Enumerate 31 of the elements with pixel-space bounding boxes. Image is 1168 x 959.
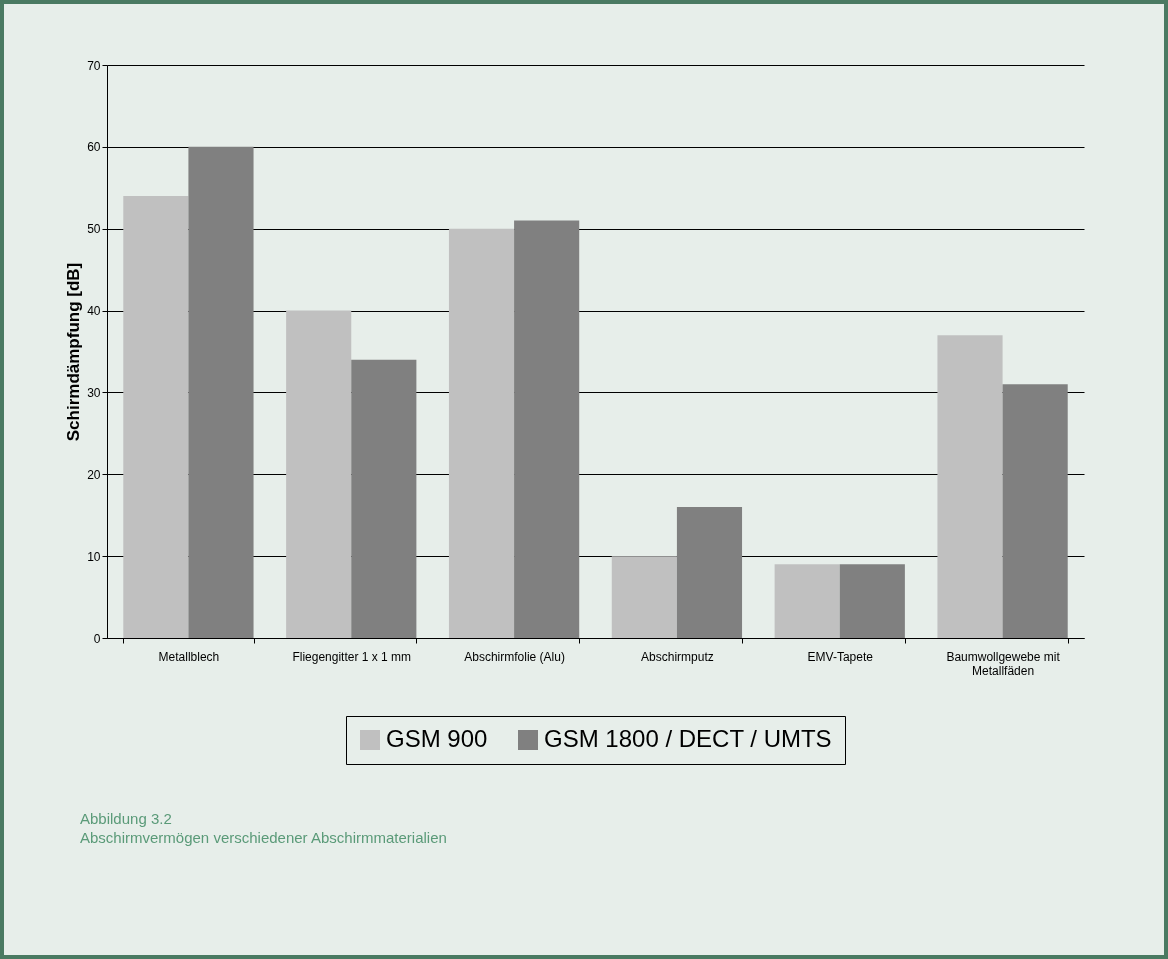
y-tick-label: 0	[93, 631, 101, 646]
y-tick-label: 40	[87, 304, 101, 319]
y-tick-label: 50	[87, 222, 101, 237]
x-tick-label: Fliegengitter 1 x 1 mm	[292, 649, 412, 664]
y-tick-label: 60	[87, 140, 101, 155]
x-tick-label: Metallblech	[158, 649, 220, 664]
x-tick-label: Abschirmputz	[641, 649, 714, 664]
bar	[774, 564, 840, 638]
bar	[448, 228, 515, 638]
bar	[839, 564, 905, 638]
bar	[286, 310, 352, 638]
y-tick-label: 20	[87, 467, 101, 482]
y-tick-label: 10	[87, 549, 101, 564]
x-tick-label: Abschirmfolie (Alu)	[464, 649, 565, 664]
bar	[676, 507, 743, 638]
text: Abschirmvermögen verschiedener Abschirmmaterialien	[80, 828, 447, 847]
text: Abbildung 3.2	[80, 809, 173, 828]
bar	[188, 146, 254, 638]
bar	[351, 359, 417, 638]
bar	[611, 556, 677, 638]
x-tick-label: EMV-Tapete	[807, 649, 874, 664]
bar	[937, 335, 1003, 638]
legend-label: GSM 1800 / DECT / UMTS	[544, 725, 832, 752]
x-tick-label: Baumwollgewebe mit Metallfäden	[946, 649, 1061, 678]
legend-label: GSM 900	[386, 725, 488, 752]
y-tick-label: 30	[87, 385, 101, 400]
bar	[514, 220, 580, 638]
y-axis-title: Schirmdämpfung [dB]	[64, 262, 84, 442]
y-tick-label: 70	[87, 58, 101, 73]
bar	[123, 195, 189, 638]
bar	[1002, 384, 1068, 638]
